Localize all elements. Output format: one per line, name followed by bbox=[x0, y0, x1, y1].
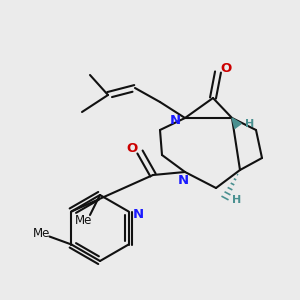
Text: N: N bbox=[177, 173, 189, 187]
Text: Me: Me bbox=[33, 227, 50, 240]
Text: O: O bbox=[220, 62, 232, 76]
Text: H: H bbox=[232, 195, 242, 205]
Polygon shape bbox=[232, 118, 241, 128]
Text: Me: Me bbox=[75, 214, 93, 226]
Text: N: N bbox=[133, 208, 144, 221]
Text: H: H bbox=[245, 119, 255, 129]
Text: O: O bbox=[126, 142, 138, 155]
Text: N: N bbox=[169, 113, 181, 127]
